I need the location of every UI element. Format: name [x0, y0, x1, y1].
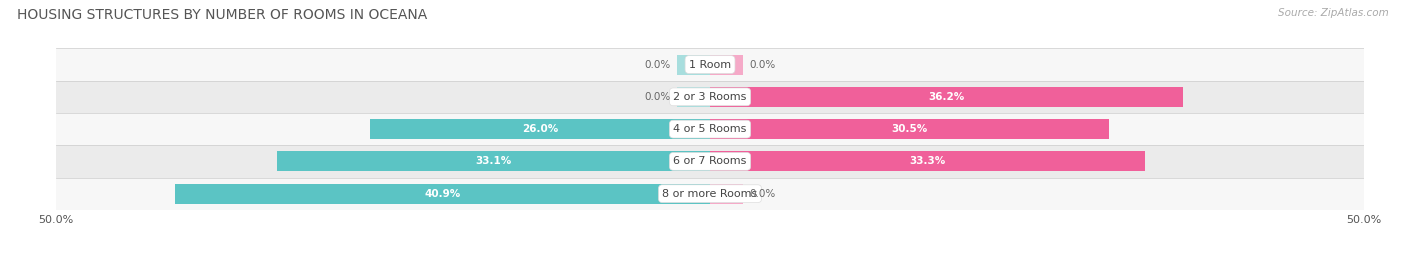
Text: 8 or more Rooms: 8 or more Rooms — [662, 189, 758, 199]
Bar — [710, 184, 742, 204]
Text: 0.0%: 0.0% — [644, 92, 671, 102]
Bar — [56, 145, 1364, 178]
Bar — [56, 113, 1364, 145]
Text: 30.5%: 30.5% — [891, 124, 928, 134]
Bar — [678, 87, 710, 107]
Bar — [56, 81, 1364, 113]
Text: 1 Room: 1 Room — [689, 59, 731, 70]
Bar — [370, 119, 710, 139]
Text: 26.0%: 26.0% — [522, 124, 558, 134]
Text: 6 or 7 Rooms: 6 or 7 Rooms — [673, 156, 747, 167]
Text: HOUSING STRUCTURES BY NUMBER OF ROOMS IN OCEANA: HOUSING STRUCTURES BY NUMBER OF ROOMS IN… — [17, 8, 427, 22]
Text: 4 or 5 Rooms: 4 or 5 Rooms — [673, 124, 747, 134]
Bar — [710, 119, 1109, 139]
Bar — [56, 48, 1364, 81]
Bar — [710, 151, 1146, 171]
Bar — [176, 184, 710, 204]
Text: 0.0%: 0.0% — [749, 189, 776, 199]
Text: 0.0%: 0.0% — [644, 59, 671, 70]
Text: 0.0%: 0.0% — [749, 59, 776, 70]
Bar — [678, 55, 710, 75]
Text: 36.2%: 36.2% — [928, 92, 965, 102]
Legend: Owner-occupied, Renter-occupied: Owner-occupied, Renter-occupied — [579, 266, 841, 269]
Text: 40.9%: 40.9% — [425, 189, 461, 199]
Text: 2 or 3 Rooms: 2 or 3 Rooms — [673, 92, 747, 102]
Bar — [277, 151, 710, 171]
Bar — [710, 55, 742, 75]
Text: 33.3%: 33.3% — [910, 156, 946, 167]
Text: 33.1%: 33.1% — [475, 156, 512, 167]
Bar — [56, 178, 1364, 210]
Bar — [710, 87, 1184, 107]
Text: Source: ZipAtlas.com: Source: ZipAtlas.com — [1278, 8, 1389, 18]
